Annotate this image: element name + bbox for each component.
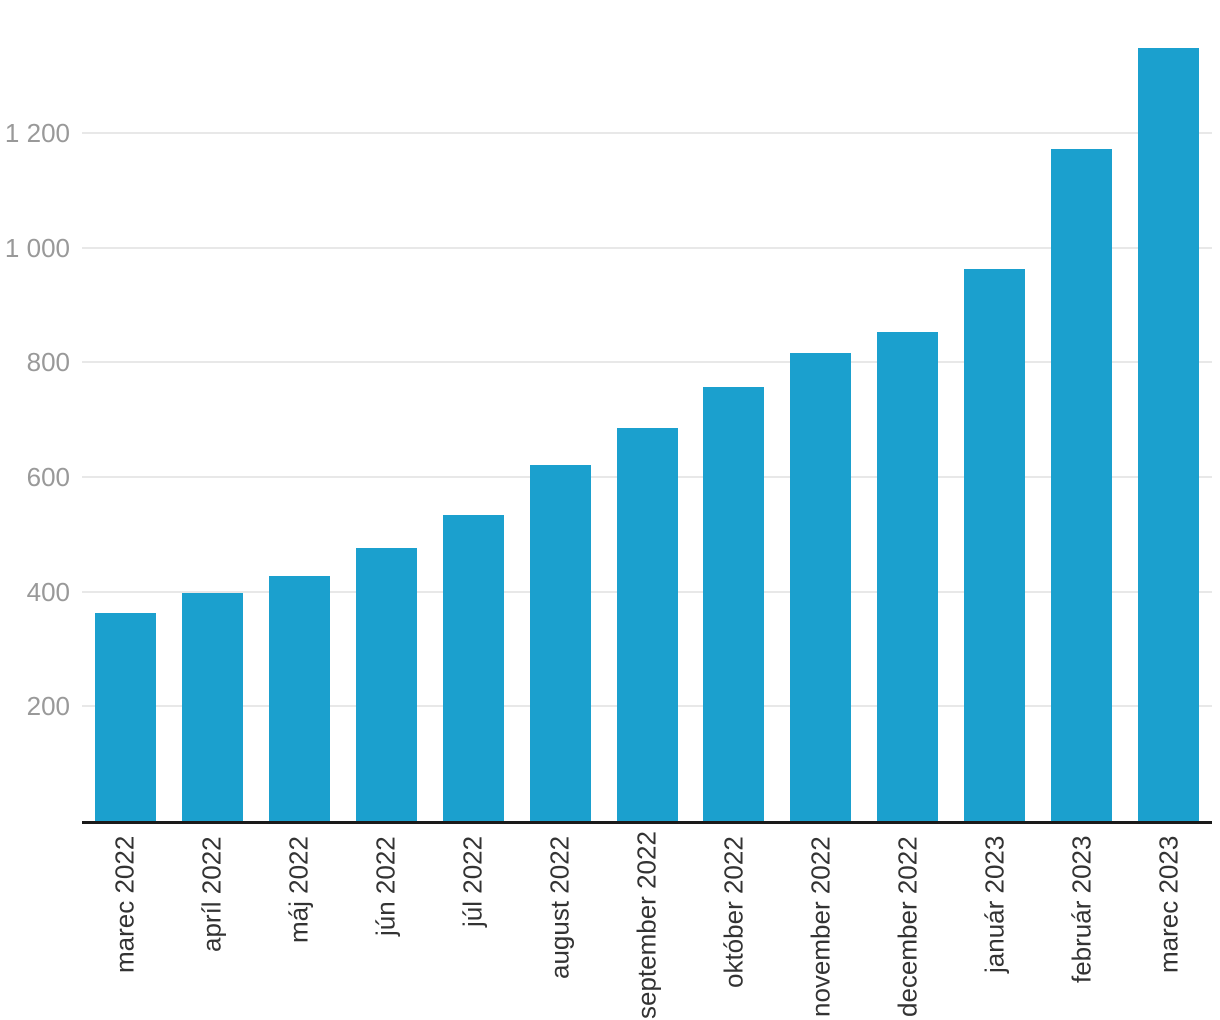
bar bbox=[877, 331, 939, 821]
x-tick-label: február 2023 bbox=[1066, 836, 1097, 984]
gridline bbox=[82, 361, 1212, 364]
x-tick-label: január 2023 bbox=[979, 836, 1010, 974]
y-tick-label: 200 bbox=[26, 691, 70, 722]
x-tick-label: jún 2022 bbox=[370, 836, 401, 936]
bar bbox=[181, 593, 243, 821]
y-tick-label: 800 bbox=[26, 347, 70, 378]
x-tick-label: máj 2022 bbox=[283, 836, 314, 943]
y-tick-label: 1 200 bbox=[4, 118, 70, 148]
gridline bbox=[82, 246, 1212, 249]
x-tick-label: október 2022 bbox=[718, 836, 749, 988]
x-tick-label: apríl 2022 bbox=[196, 836, 227, 952]
y-tick-label: 400 bbox=[26, 576, 70, 607]
x-tick-label: september 2022 bbox=[631, 831, 662, 1019]
gridline bbox=[82, 132, 1212, 134]
bar bbox=[529, 464, 591, 821]
plot-area bbox=[82, 0, 1212, 824]
x-tick-label: marec 2022 bbox=[109, 836, 140, 974]
bar bbox=[268, 575, 330, 821]
x-tick-label: marec 2023 bbox=[1153, 836, 1184, 974]
x-tick-label: august 2022 bbox=[544, 836, 575, 980]
bar bbox=[94, 612, 156, 821]
y-axis: 200 400 600 800 1 000 1 200 bbox=[0, 0, 70, 821]
bar bbox=[355, 548, 417, 821]
x-tick-label: júl 2022 bbox=[457, 836, 488, 928]
y-tick-label: 1 000 bbox=[4, 232, 70, 263]
bar bbox=[1051, 149, 1113, 821]
bar bbox=[616, 428, 678, 821]
x-tick-label: november 2022 bbox=[805, 836, 836, 1017]
bar bbox=[964, 268, 1026, 821]
bar bbox=[442, 514, 504, 821]
bar bbox=[1138, 47, 1200, 821]
x-tick-label: december 2022 bbox=[892, 836, 923, 1017]
bar bbox=[790, 353, 852, 821]
y-tick-label: 600 bbox=[26, 462, 70, 492]
bar bbox=[703, 387, 765, 821]
